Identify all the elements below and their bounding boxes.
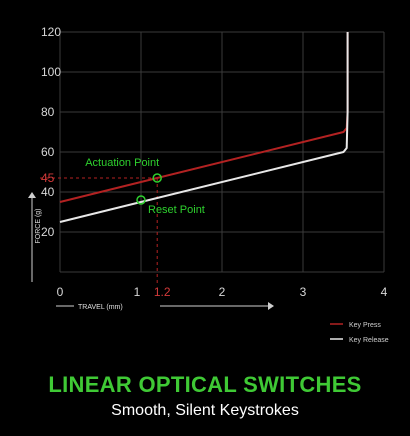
y-axis-label: FORCE (g) [35, 209, 42, 244]
legend-label-1: Key Release [349, 337, 389, 344]
y-tick-label-2: 60 [41, 145, 55, 159]
y-tick-label-4: 100 [41, 65, 61, 79]
annotation-marker-1 [136, 195, 146, 205]
chart-annotations: Actuation Point Reset Point [85, 157, 205, 216]
series-line-key-press [59, 32, 349, 203]
series-line-key-release [59, 32, 349, 223]
x-tick-label-4: 4 [381, 285, 388, 299]
y-tick-label-0: 20 [41, 225, 55, 239]
x-tick-label-2: 2 [219, 285, 226, 299]
chart-axis-labels: FORCE (g) TRAVEL (mm) [28, 192, 274, 311]
x-tick-label-3: 3 [300, 285, 307, 299]
x-tick-label-0: 0 [57, 285, 64, 299]
y-tick-label-5: 120 [41, 25, 61, 39]
x-axis-arrow-icon [268, 302, 274, 310]
highlight-guides: 451.2 [40, 171, 171, 299]
actuation-force-label: 45 [41, 171, 55, 185]
x-tick-label-1: 1 [134, 285, 141, 299]
legend-label-0: Key Press [349, 322, 381, 329]
annotation-marker-0 [152, 173, 162, 183]
y-tick-label-1: 40 [41, 185, 55, 199]
x-axis-label: TRAVEL (mm) [78, 304, 123, 311]
chart-series [59, 32, 349, 223]
y-axis-arrow-icon [28, 192, 36, 198]
chart-ticks: 20 40 60 80 100 120 0 1 2 3 4 [41, 25, 388, 299]
annotation-label-1: Reset Point [148, 204, 205, 216]
annotation-label-0: Actuation Point [85, 157, 159, 169]
banner-title: LINEAR OPTICAL SWITCHES [48, 372, 362, 397]
actuation-travel-label: 1.2 [154, 285, 171, 299]
y-tick-label-3: 80 [41, 105, 55, 119]
chart-legend: Key Press Key Release [330, 322, 389, 344]
chart-grid [59, 31, 385, 273]
banner-subtitle: Smooth, Silent Keystrokes [111, 402, 299, 419]
